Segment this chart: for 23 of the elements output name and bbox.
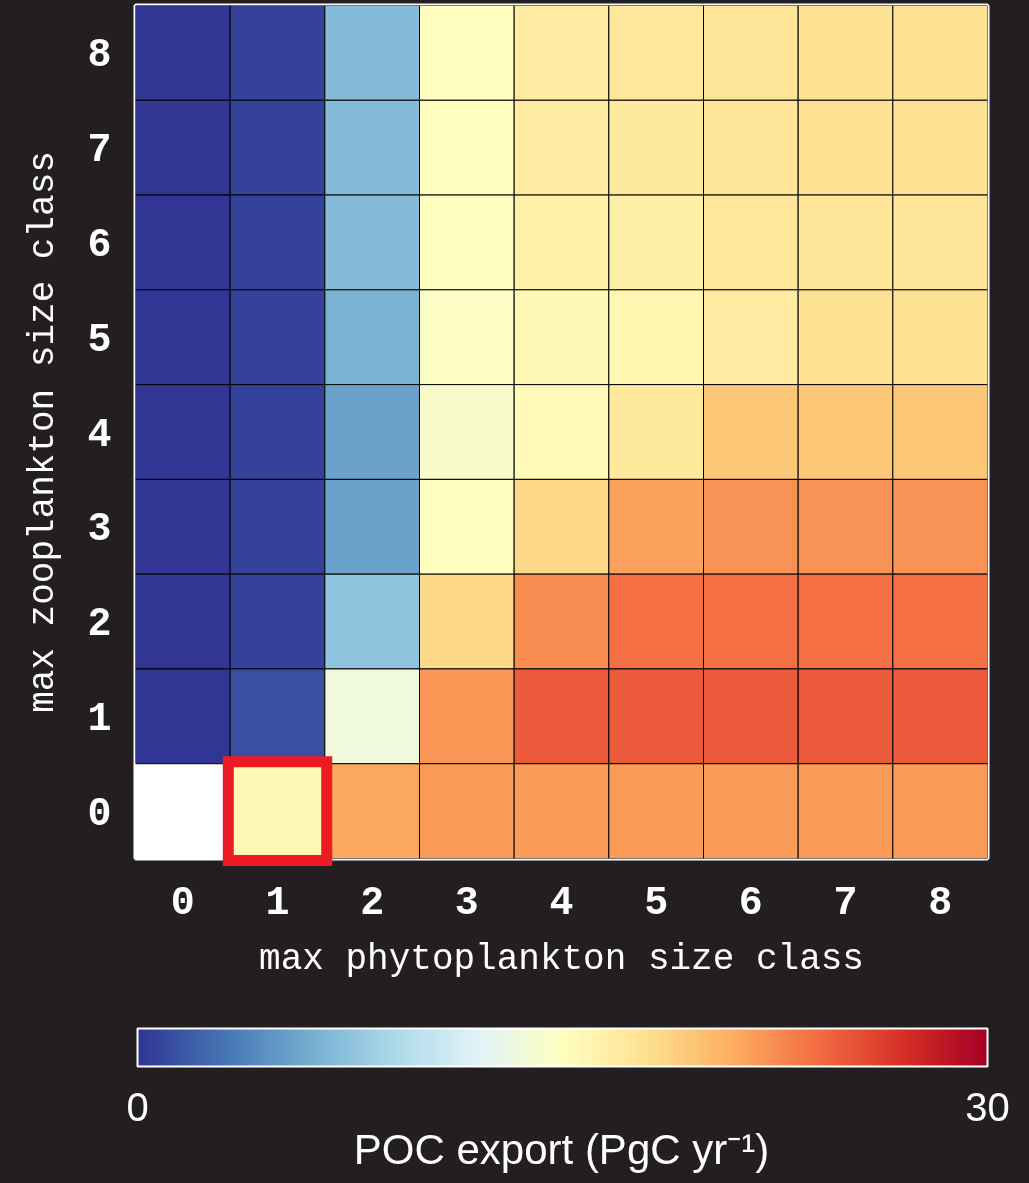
x-axis-title: max phytoplankton size class [259,938,864,980]
x-tick-label: 2 [360,880,385,926]
x-tick-label: 0 [170,880,195,926]
y-tick-label: 7 [87,128,112,174]
color-bar-label: 0 [126,1084,149,1129]
y-tick-label: 6 [87,222,112,268]
y-tick-label: 8 [87,33,112,79]
y-tick-label: 0 [87,791,112,837]
x-tick-label: 3 [454,880,479,926]
x-tick-label: 4 [549,880,574,926]
y-tick-label: 1 [87,696,112,742]
x-tick-label: 6 [738,880,763,926]
y-tick-label: 2 [87,602,112,648]
x-tick-label: 5 [644,880,669,926]
x-tick-label: 8 [928,880,953,926]
y-tick-label: 3 [87,507,112,553]
y-tick-label: 4 [87,412,112,458]
x-tick-label: 7 [833,880,858,926]
y-axis-title: max zooplankton size class [23,151,65,713]
color-bar-label: 30 [965,1084,1010,1129]
y-tick-label: 5 [87,317,112,363]
color-bar-title: POC export (PgC yr⁻¹) [353,1125,770,1173]
x-tick-label: 1 [265,880,290,926]
